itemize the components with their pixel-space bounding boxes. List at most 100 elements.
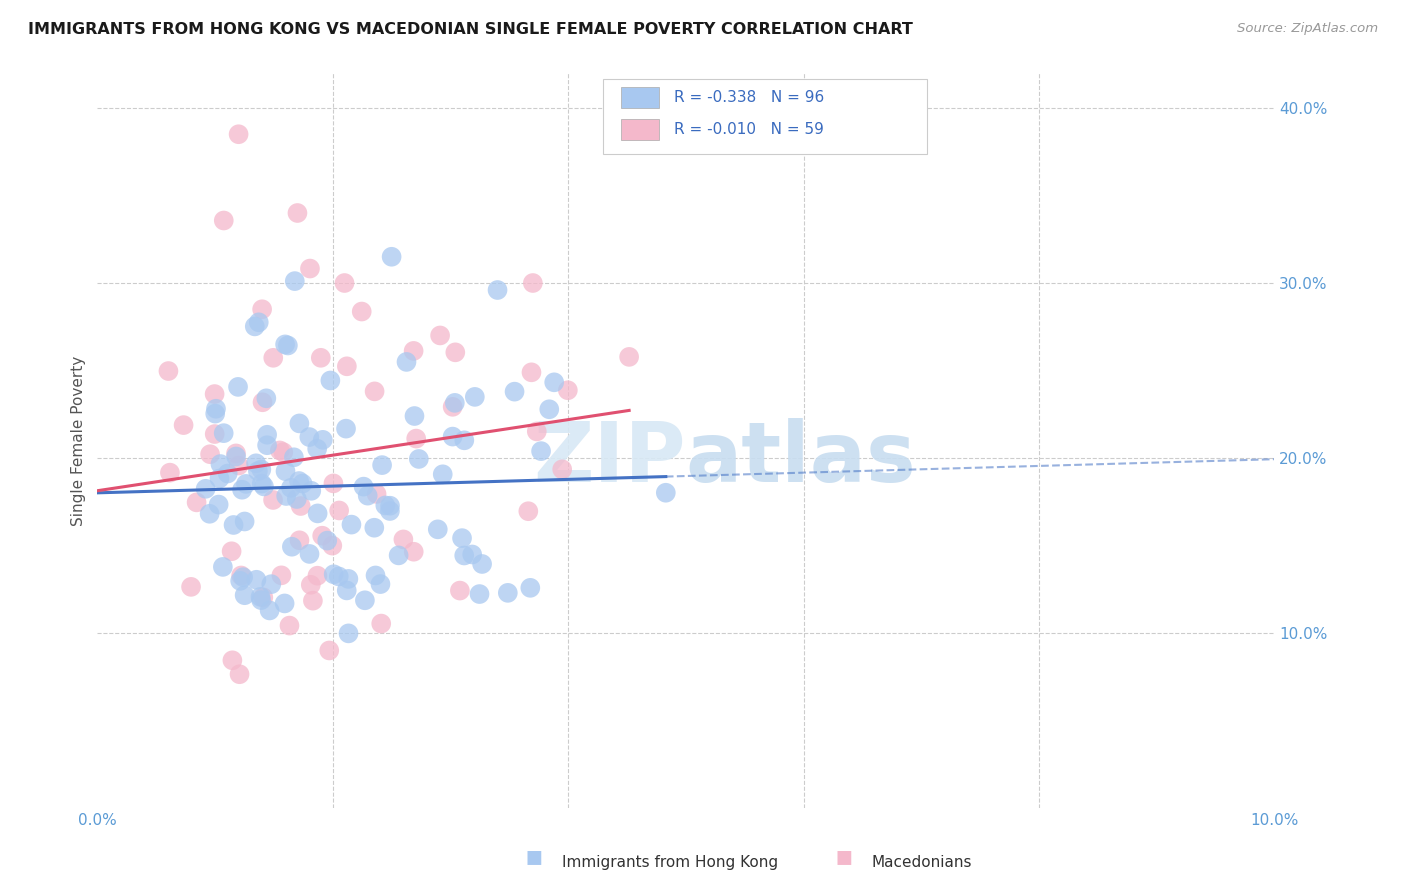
Point (353, 480, 375, 494)
Point (357, 489, 380, 503)
Point (333, 276, 356, 290)
Text: ▪: ▪ (524, 842, 544, 870)
Point (208, 471, 231, 485)
Point (298, 430, 321, 444)
Point (256, 427, 278, 442)
Point (278, 618, 301, 632)
Point (378, 499, 401, 513)
Point (254, 392, 277, 406)
Point (247, 315, 270, 329)
Point (441, 400, 464, 414)
Point (273, 596, 295, 610)
Point (274, 337, 297, 351)
Point (461, 548, 484, 562)
Point (250, 302, 273, 317)
Point (288, 533, 311, 548)
Point (453, 434, 475, 448)
Point (322, 476, 344, 491)
Point (530, 444, 553, 458)
Point (336, 359, 359, 374)
Point (328, 569, 350, 583)
Point (249, 590, 271, 604)
Point (429, 328, 451, 343)
Point (209, 457, 232, 471)
Point (283, 450, 305, 465)
Point (298, 547, 321, 561)
Point (287, 206, 309, 220)
Point (245, 456, 267, 470)
Point (285, 491, 308, 506)
Point (231, 483, 253, 497)
Point (363, 521, 385, 535)
Point (288, 474, 311, 488)
Point (432, 467, 454, 482)
Point (402, 343, 425, 358)
Point (551, 462, 574, 476)
Point (221, 544, 243, 558)
Point (299, 578, 322, 592)
Point (222, 518, 245, 533)
Point (655, 485, 678, 500)
Point (252, 591, 274, 605)
Point (173, 418, 195, 433)
Point (364, 568, 387, 582)
Point (464, 390, 486, 404)
Point (543, 376, 565, 390)
Point (503, 384, 526, 399)
Point (307, 507, 329, 521)
Point (205, 401, 228, 416)
Text: R = -0.010   N = 59: R = -0.010 N = 59 (673, 122, 824, 137)
Point (186, 495, 208, 509)
Point (449, 583, 471, 598)
Point (277, 338, 299, 352)
Point (335, 422, 357, 436)
Point (319, 374, 342, 388)
Point (233, 515, 256, 529)
Point (274, 464, 297, 478)
Point (246, 464, 269, 478)
Point (453, 549, 475, 563)
Point (318, 643, 340, 657)
Point (180, 580, 202, 594)
Point (471, 557, 494, 571)
Point (557, 383, 579, 397)
Text: ZIP: ZIP (533, 418, 686, 500)
Point (269, 443, 291, 458)
Point (363, 384, 385, 399)
Point (370, 577, 392, 591)
Point (212, 560, 235, 574)
Point (617, 350, 640, 364)
Point (302, 593, 325, 607)
Point (250, 462, 273, 476)
Point (281, 540, 304, 554)
Point (307, 442, 329, 456)
Point (402, 545, 425, 559)
Point (404, 409, 426, 423)
Point (526, 425, 548, 439)
Point (159, 466, 181, 480)
Point (538, 402, 561, 417)
Point (204, 387, 226, 401)
Point (370, 616, 392, 631)
Text: Source: ZipAtlas.com: Source: ZipAtlas.com (1237, 22, 1378, 36)
Point (228, 458, 250, 473)
Point (221, 653, 243, 667)
Point (486, 283, 509, 297)
Point (340, 517, 363, 532)
Point (298, 261, 321, 276)
Bar (621, 120, 659, 140)
Point (212, 213, 235, 227)
Point (426, 522, 449, 536)
Y-axis label: Single Female Poverty: Single Female Poverty (72, 355, 86, 525)
Point (250, 476, 273, 491)
Point (243, 319, 266, 334)
Point (245, 573, 267, 587)
Point (276, 489, 298, 503)
Point (378, 504, 401, 518)
Text: ▪: ▪ (834, 842, 853, 870)
Point (312, 433, 335, 447)
Point (522, 276, 544, 290)
Point (444, 345, 467, 359)
Text: R = -0.338   N = 96: R = -0.338 N = 96 (673, 90, 824, 104)
Point (259, 603, 281, 617)
